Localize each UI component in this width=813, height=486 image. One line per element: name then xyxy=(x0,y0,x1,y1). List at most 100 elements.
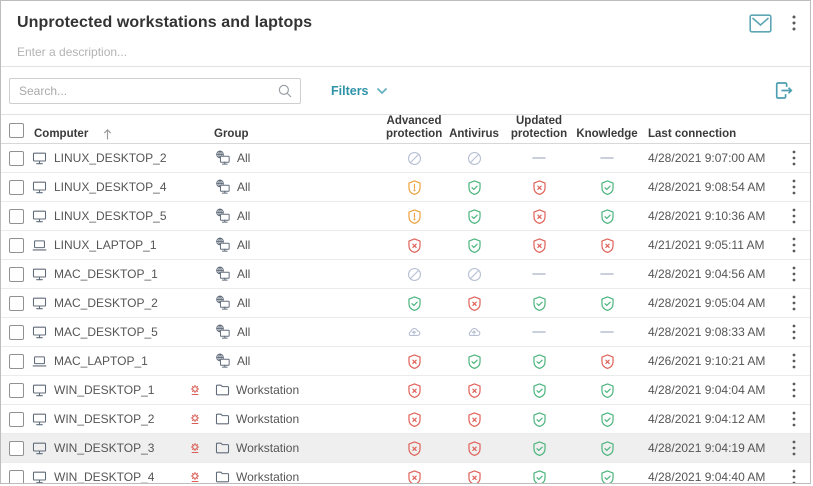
column-header-advanced-protection[interactable]: Advanced protection xyxy=(386,115,442,145)
computer-name[interactable]: WIN_DESKTOP_2 xyxy=(54,412,154,426)
table-row[interactable]: WIN_DESKTOP_3 Workstation 4/28/2021 9:04:1… xyxy=(1,434,810,463)
column-header-updated-protection[interactable]: Updated protection xyxy=(506,115,572,145)
desktop-icon xyxy=(31,469,48,485)
row-menu-icon[interactable] xyxy=(790,438,798,458)
group-name: All xyxy=(237,296,250,310)
description-input[interactable]: Enter a description... xyxy=(1,45,810,66)
last-connection: 4/28/2021 9:04:19 AM xyxy=(642,441,778,455)
antivirus-status-red-shield-x-icon xyxy=(442,382,506,399)
advanced-protection-status-red-shield-x-icon xyxy=(386,382,442,399)
antivirus-status-green-shield-check-icon xyxy=(442,237,506,254)
table-row[interactable]: MAC_DESKTOP_5All4/28/2021 9:08:33 AM xyxy=(1,318,810,347)
row-menu-icon[interactable] xyxy=(790,206,798,226)
row-checkbox[interactable] xyxy=(9,238,24,253)
row-menu-icon[interactable] xyxy=(790,264,798,284)
malware-alert-icon xyxy=(187,440,203,456)
computer-name[interactable]: LINUX_DESKTOP_2 xyxy=(54,151,167,165)
row-checkbox[interactable] xyxy=(9,209,24,224)
row-checkbox[interactable] xyxy=(9,180,24,195)
updated-protection-status-gray-dash-icon xyxy=(506,156,572,160)
table-row[interactable]: LINUX_DESKTOP_4All4/28/2021 9:08:54 AM xyxy=(1,173,810,202)
knowledge-status-green-shield-check-icon xyxy=(572,411,642,428)
row-checkbox[interactable] xyxy=(9,412,24,427)
title-bar: Unprotected workstations and laptops xyxy=(1,1,810,45)
row-menu-icon[interactable] xyxy=(790,380,798,400)
header-menu-icon[interactable] xyxy=(792,15,796,31)
row-menu-icon[interactable] xyxy=(790,235,798,255)
table-row[interactable]: LINUX_DESKTOP_2All4/28/2021 9:07:00 AM xyxy=(1,144,810,173)
row-checkbox[interactable] xyxy=(9,296,24,311)
row-menu-icon[interactable] xyxy=(790,177,798,197)
computer-name[interactable]: LINUX_DESKTOP_4 xyxy=(54,180,167,194)
row-checkbox[interactable] xyxy=(9,151,24,166)
group-name: All xyxy=(237,209,250,223)
export-icon[interactable] xyxy=(771,78,796,103)
group-name: All xyxy=(237,238,250,252)
sort-ascending-icon[interactable] xyxy=(102,127,113,141)
table-row[interactable]: WIN_DESKTOP_1Workstation4/28/2021 9:04:0… xyxy=(1,376,810,405)
search-icon[interactable] xyxy=(276,82,294,100)
antivirus-status-red-shield-x-icon xyxy=(442,469,506,485)
email-icon[interactable] xyxy=(749,14,772,33)
table-row[interactable]: MAC_LAPTOP_1All4/26/2021 9:10:21 AM xyxy=(1,347,810,376)
column-header-antivirus[interactable]: Antivirus xyxy=(442,128,506,145)
row-menu-icon[interactable] xyxy=(790,467,798,484)
advanced-protection-status-gray-cloud-up-arrow-icon xyxy=(386,323,442,341)
updated-protection-status-green-shield-check-icon xyxy=(506,295,572,312)
row-checkbox[interactable] xyxy=(9,354,24,369)
table-row[interactable]: LINUX_DESKTOP_5All4/28/2021 9:10:36 AM xyxy=(1,202,810,231)
row-checkbox[interactable] xyxy=(9,267,24,282)
row-checkbox[interactable] xyxy=(9,325,24,340)
table-row[interactable]: WIN_DESKTOP_2Workstation4/28/2021 9:04:1… xyxy=(1,405,810,434)
last-connection: 4/21/2021 9:05:11 AM xyxy=(642,238,778,252)
advanced-protection-status-gray-circle-slash-icon xyxy=(386,150,442,167)
updated-protection-status-green-shield-check-icon xyxy=(506,382,572,399)
table-row[interactable]: MAC_DESKTOP_1All4/28/2021 9:04:56 AM xyxy=(1,260,810,289)
antivirus-status-gray-circle-slash-icon xyxy=(442,150,506,167)
computer-name[interactable]: WIN_DESKTOP_1 xyxy=(54,383,154,397)
computer-name[interactable]: LINUX_LAPTOP_1 xyxy=(54,238,157,252)
knowledge-status-red-shield-x-icon xyxy=(572,353,642,370)
all-devices-icon xyxy=(214,352,232,370)
updated-protection-status-gray-dash-icon xyxy=(506,330,572,334)
advanced-protection-status-red-shield-x-icon xyxy=(386,411,442,428)
row-menu-icon[interactable] xyxy=(790,148,798,168)
knowledge-status-gray-dash-icon xyxy=(572,272,642,276)
computer-name[interactable]: MAC_DESKTOP_1 xyxy=(54,267,158,281)
filters-button[interactable]: Filters xyxy=(331,84,388,98)
row-menu-icon[interactable] xyxy=(790,322,798,342)
table-row[interactable]: MAC_DESKTOP_2All4/28/2021 9:05:04 AM xyxy=(1,289,810,318)
search-input[interactable] xyxy=(9,78,301,104)
group-name: Workstation xyxy=(236,441,299,455)
computer-name[interactable]: WIN_DESKTOP_3 xyxy=(54,441,154,455)
table-body: LINUX_DESKTOP_2All4/28/2021 9:07:00 AMLI… xyxy=(1,144,810,484)
desktop-icon xyxy=(31,295,48,312)
computer-name[interactable]: LINUX_DESKTOP_5 xyxy=(54,209,167,223)
updated-protection-status-green-shield-check-icon xyxy=(506,353,572,370)
column-header-last-connection[interactable]: Last connection xyxy=(642,128,778,145)
row-checkbox[interactable] xyxy=(9,383,24,398)
select-all-checkbox[interactable] xyxy=(9,123,24,138)
column-header-computer[interactable]: Computer xyxy=(34,128,88,141)
row-menu-icon[interactable] xyxy=(790,293,798,313)
knowledge-status-green-shield-check-icon xyxy=(572,179,642,196)
row-checkbox[interactable] xyxy=(9,470,24,485)
updated-protection-status-red-shield-x-icon xyxy=(506,237,572,254)
group-name: Workstation xyxy=(236,383,299,397)
row-menu-icon[interactable] xyxy=(790,351,798,371)
column-header-knowledge[interactable]: Knowledge xyxy=(572,128,642,145)
advanced-protection-status-orange-shield-exclamation-icon xyxy=(386,208,442,225)
table-row[interactable]: LINUX_LAPTOP_1 All 4/21/2021 9:05:11 AM xyxy=(1,231,810,260)
row-checkbox[interactable] xyxy=(9,441,24,456)
computer-name[interactable]: WIN_DESKTOP_4 xyxy=(54,470,154,484)
computer-name[interactable]: MAC_DESKTOP_5 xyxy=(54,325,158,339)
computer-name[interactable]: MAC_LAPTOP_1 xyxy=(54,354,148,368)
computer-name[interactable]: MAC_DESKTOP_2 xyxy=(54,296,158,310)
antivirus-status-green-shield-check-icon xyxy=(442,208,506,225)
all-devices-icon xyxy=(214,265,232,283)
table-row[interactable]: WIN_DESKTOP_4Workstation4/28/2021 9:04:4… xyxy=(1,463,810,484)
column-header-group[interactable]: Group xyxy=(181,128,386,145)
updated-protection-status-green-shield-check-icon xyxy=(506,411,572,428)
row-menu-icon[interactable] xyxy=(790,409,798,429)
antivirus-status-gray-circle-slash-icon xyxy=(442,266,506,283)
